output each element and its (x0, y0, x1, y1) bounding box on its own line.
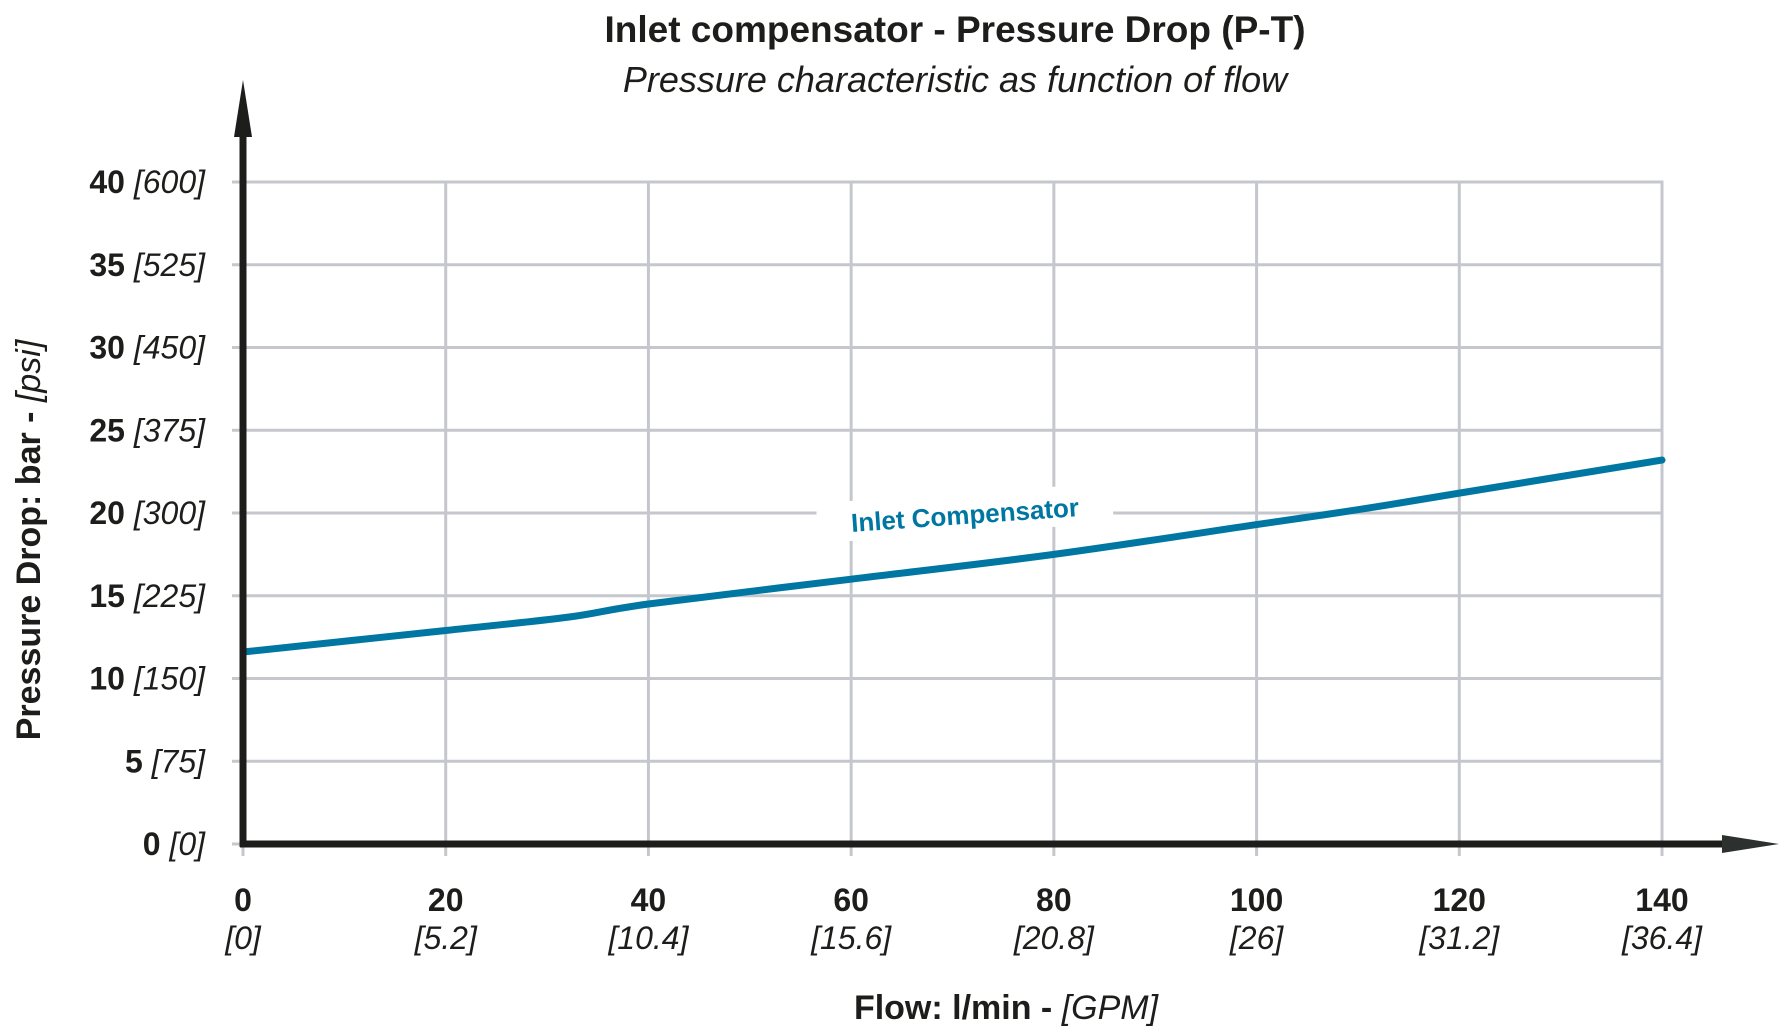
y-tick-label: 15 [225] (89, 578, 206, 614)
x-tick-alt-label: [36.4] (1621, 920, 1703, 956)
series-label-background (815, 482, 1114, 544)
series-label-group: Inlet Compensator (815, 482, 1114, 544)
x-tick-label: 100 (1230, 882, 1283, 918)
x-tick-alt-label: [31.2] (1418, 920, 1500, 956)
chart-title: Inlet compensator - Pressure Drop (P-T) (604, 9, 1305, 50)
x-axis-label-main: Flow: l/min - (854, 989, 1062, 1027)
x-axis (240, 835, 1779, 853)
y-axis-arrow-icon (234, 80, 252, 137)
y-tick-value: 20 (89, 495, 133, 531)
y-axis-label-alt: [psi] (10, 338, 48, 403)
y-tick-alt-value: [225] (133, 578, 206, 614)
y-tick-value: 5 (125, 743, 152, 779)
y-tick-alt-value: [450] (133, 330, 206, 366)
y-tick-label: 30 [450] (89, 330, 206, 366)
y-tick-alt-value: [0] (168, 826, 206, 862)
y-tick-label: 5 [75] (125, 743, 206, 779)
y-tick-label: 0 [0] (143, 826, 206, 862)
x-tick-label: 40 (631, 882, 667, 918)
x-axis-arrow-icon (1722, 835, 1779, 853)
y-tick-alt-value: [300] (133, 495, 206, 531)
y-tick-alt-value: [150] (133, 661, 206, 697)
y-tick-value: 15 (89, 578, 133, 614)
x-tick-label: 60 (833, 882, 869, 918)
x-axis-label: Flow: l/min - [GPM] (854, 989, 1160, 1027)
x-tick-alt-label: [15.6] (810, 920, 892, 956)
x-tick-alt-label: [20.8] (1013, 920, 1095, 956)
y-tick-value: 35 (89, 247, 133, 283)
y-tick-alt-value: [375] (133, 412, 206, 448)
x-tick-label: 0 (234, 882, 252, 918)
x-tick-alt-label: [5.2] (414, 920, 478, 956)
y-tick-label: 25 [375] (89, 412, 206, 448)
y-tick-value: 30 (89, 330, 133, 366)
y-tick-label: 40 [600] (89, 164, 206, 200)
y-tick-alt-value: [600] (133, 164, 206, 200)
y-tick-label: 35 [525] (89, 247, 206, 283)
x-tick-alt-label: [0] (224, 920, 262, 956)
y-tick-label: 10 [150] (89, 661, 206, 697)
x-tick-label: 80 (1036, 882, 1072, 918)
x-tick-label: 20 (428, 882, 464, 918)
y-tick-value: 25 (89, 412, 133, 448)
y-tick-value: 0 (143, 826, 170, 862)
y-axis-label: Pressure Drop: bar - [psi] (10, 338, 48, 740)
x-tick-alt-label: [26] (1229, 920, 1284, 956)
series-line-inlet-compensator (239, 456, 1666, 656)
x-tick-labels: 0[0] 20[5.2] 40[10.4] 60[15.6] 80[20.8] 100[2… (224, 882, 1703, 956)
x-tick-alt-label: [10.4] (607, 920, 689, 956)
y-tick-labels: 0 [0] 5 [75] 10 [150] 15 [225] 20 [300] 25 [3… (89, 164, 206, 862)
series-layer (239, 456, 1666, 656)
y-tick-value: 10 (89, 661, 133, 697)
y-tick-alt-value: [75] (151, 743, 206, 779)
y-axis (234, 80, 252, 847)
y-tick-value: 40 (89, 164, 133, 200)
x-axis-label-alt: [GPM] (1061, 989, 1160, 1027)
chart-subtitle: Pressure characteristic as function of f… (623, 59, 1289, 100)
x-tick-label: 120 (1433, 882, 1486, 918)
y-tick-alt-value: [525] (133, 247, 206, 283)
x-tick-label: 140 (1635, 882, 1688, 918)
y-tick-label: 20 [300] (89, 495, 206, 531)
y-axis-label-main: Pressure Drop: bar - (10, 402, 48, 740)
